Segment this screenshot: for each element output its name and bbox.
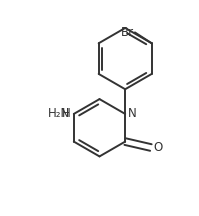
Text: N: N xyxy=(128,107,136,120)
Text: Br: Br xyxy=(121,26,134,39)
Text: H₂N: H₂N xyxy=(48,107,70,120)
Text: H: H xyxy=(61,107,70,120)
Text: O: O xyxy=(154,141,163,154)
